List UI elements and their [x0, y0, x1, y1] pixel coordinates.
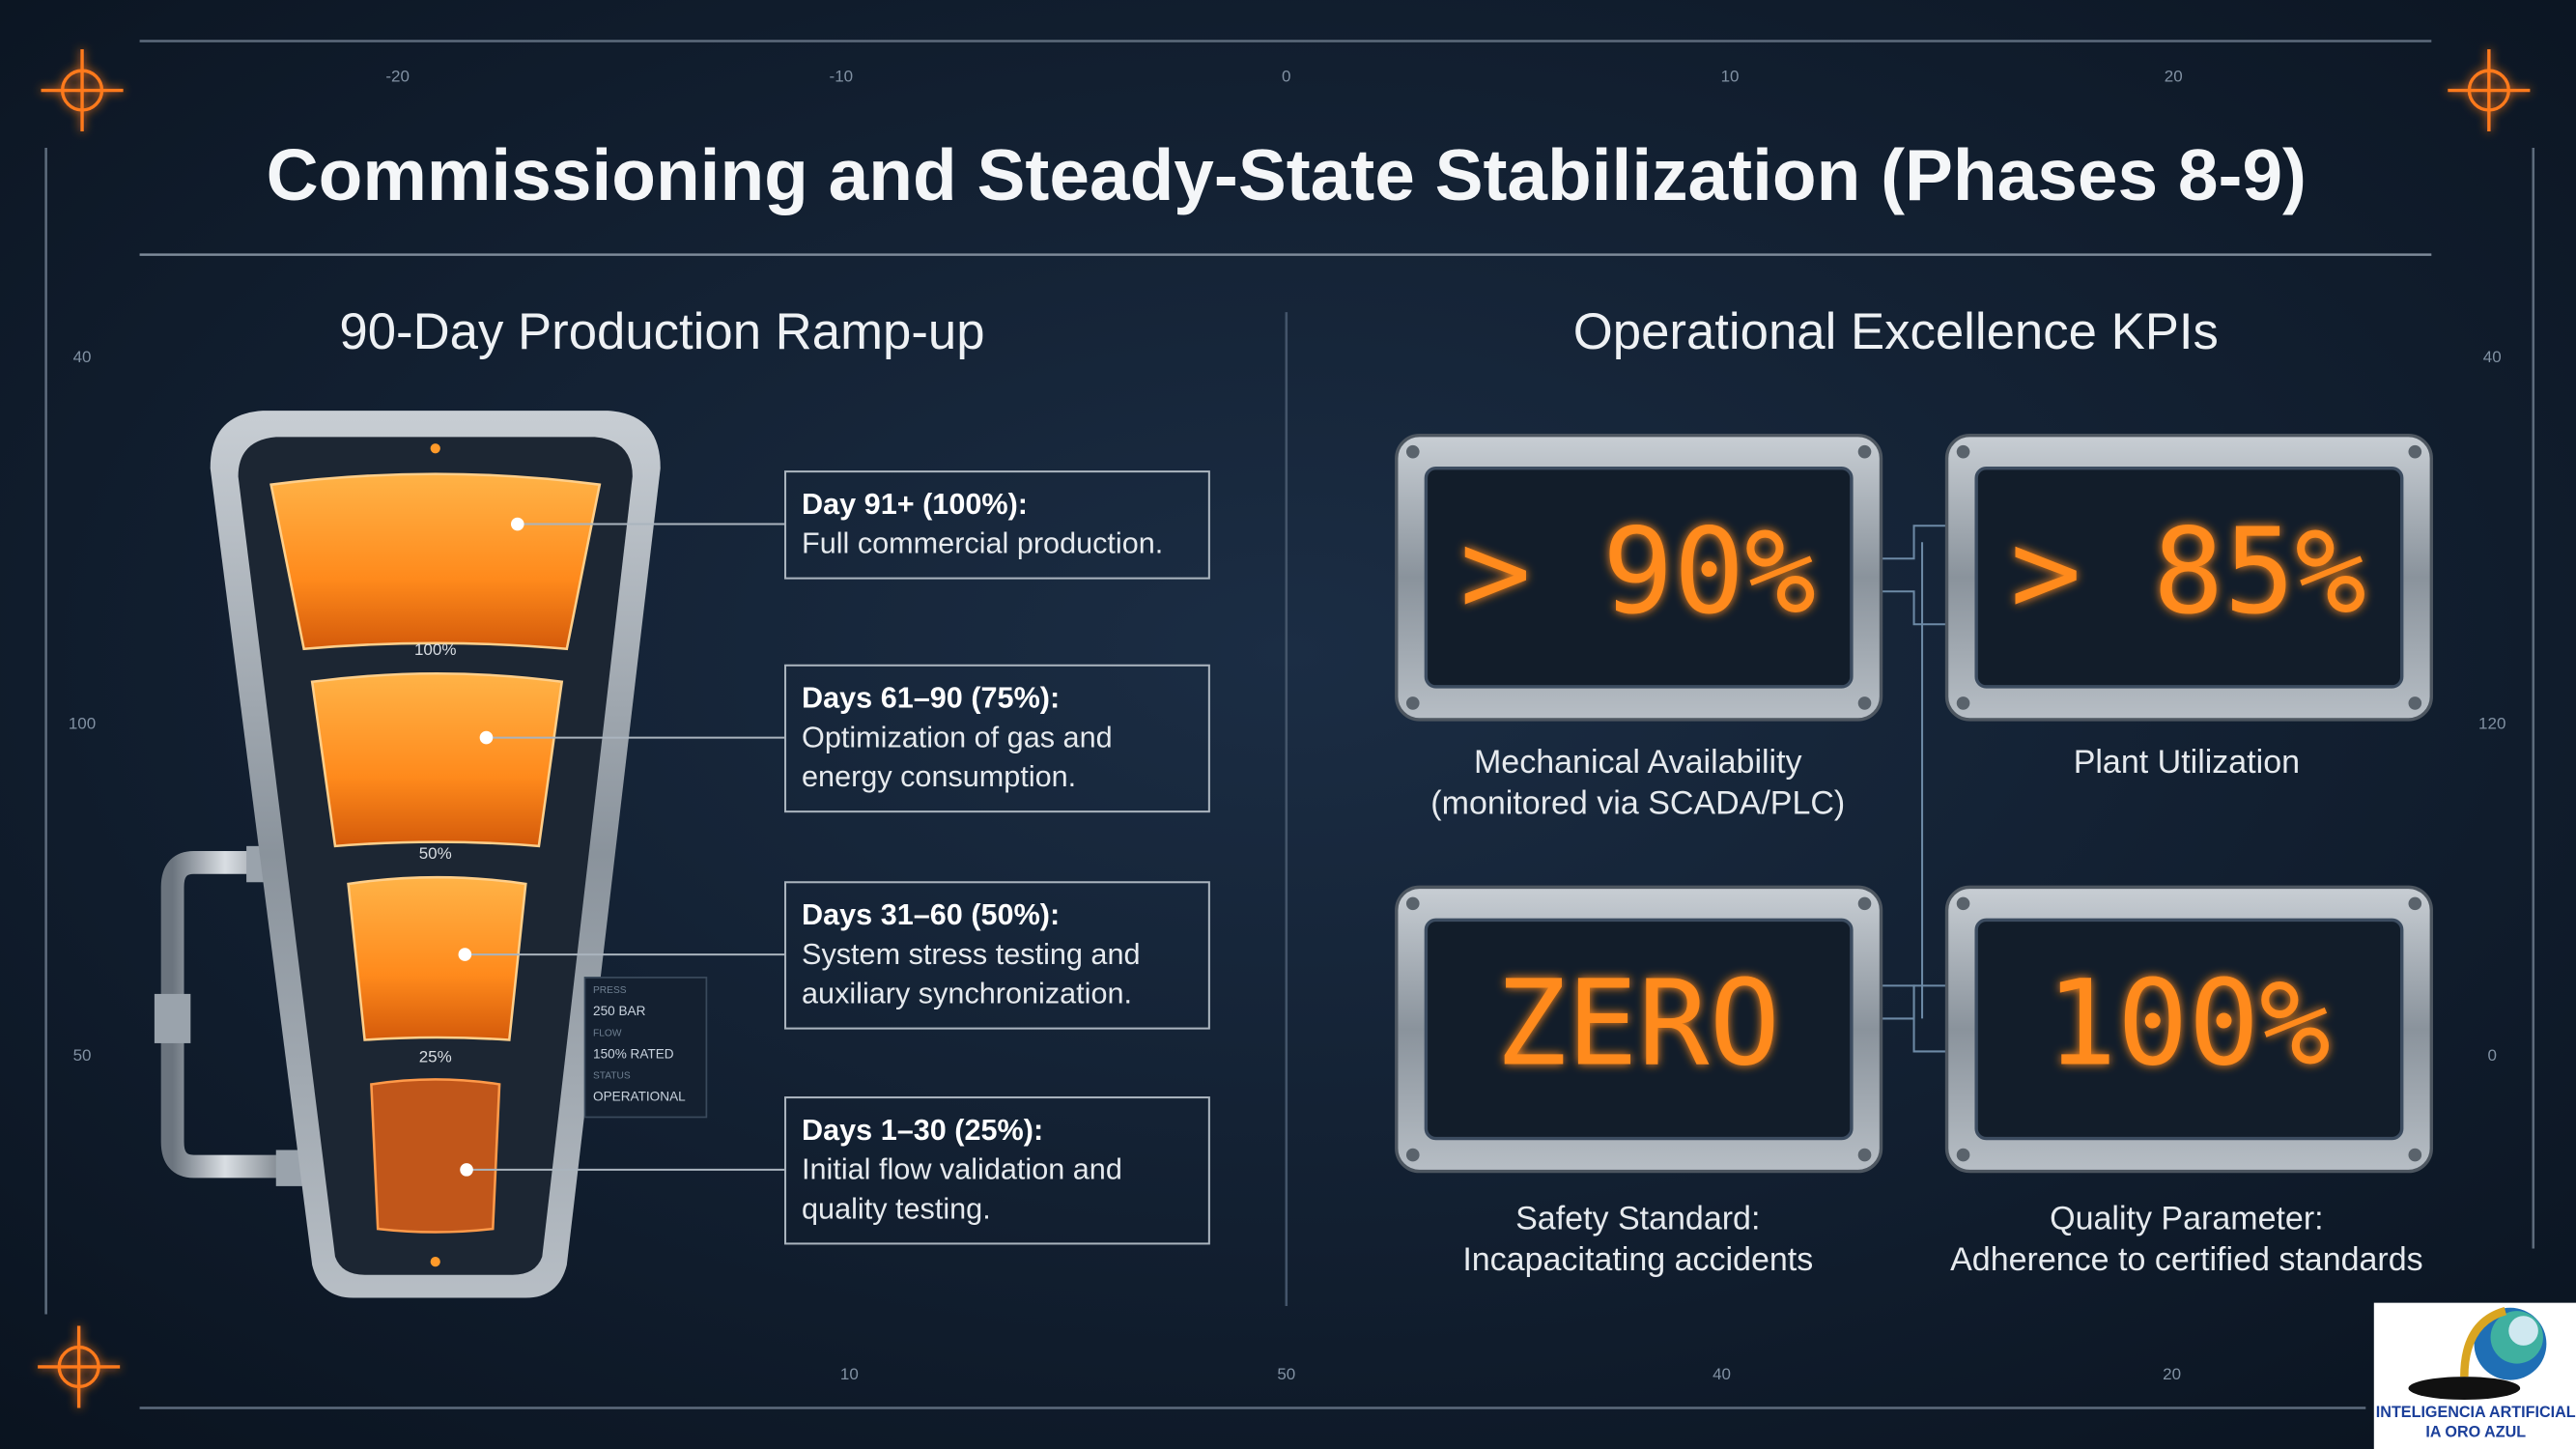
phase-heading: Day 91+ (100%): [802, 488, 1028, 521]
ruler-label: 50 [1277, 1365, 1295, 1383]
logo-mark [2408, 1307, 2547, 1400]
phase-text: Optimization of gas and [802, 721, 1113, 753]
screw [1956, 1148, 1970, 1162]
kpi-caption: Quality Parameter: [2050, 1201, 2323, 1237]
readout-text: FLOW [593, 1028, 622, 1038]
kpi-screen [1424, 466, 1854, 689]
phase-heading: Days 61–90 (75%): [802, 682, 1060, 715]
ruler-label: 10 [1721, 67, 1740, 85]
screw [1956, 444, 1970, 459]
connector [1881, 525, 1947, 560]
readout-text: OPERATIONAL [593, 1090, 686, 1104]
phase-dot [510, 517, 524, 531]
kpi-caption: (monitored via SCADA/PLC) [1430, 784, 1845, 821]
gauge-label: 50% [419, 844, 452, 863]
phase-heading: Days 31–60 (50%): [802, 898, 1060, 931]
phase-dot [460, 1163, 473, 1177]
phase-dot [458, 948, 472, 961]
phase-text: energy consumption. [802, 760, 1076, 793]
screw [2408, 696, 2422, 710]
screw [2408, 896, 2422, 911]
screw [1857, 696, 1872, 710]
ruler-label: 20 [2163, 1365, 2181, 1383]
page-title: Commissioning and Steady-State Stabiliza… [267, 134, 2307, 215]
ruler-label: 20 [2165, 67, 2183, 85]
logo-text: IA ORO AZUL [2425, 1423, 2526, 1440]
screw [2408, 444, 2422, 459]
phase-text: Initial flow validation and [802, 1153, 1122, 1186]
ruler-label: 10 [840, 1365, 859, 1383]
kpi-screen [1974, 918, 2404, 1141]
ruler-label: 100 [69, 714, 96, 732]
section-title: Operational Excellence KPIs [1573, 303, 2219, 360]
readout-text: 250 BAR [593, 1004, 646, 1018]
phase-box [784, 470, 1210, 580]
kpi-display: > 85% [2010, 502, 2366, 640]
kpi-caption: Adherence to certified standards [1950, 1241, 2423, 1278]
readout-panel [583, 977, 708, 1119]
ruler-lines [44, 40, 2535, 1409]
ruler-label: 0 [1282, 67, 1290, 85]
ruler-label: 120 [2478, 714, 2505, 732]
phase-box [784, 881, 1210, 1030]
kpi-caption: Mechanical Availability [1474, 744, 1802, 781]
ruler-label: 40 [1713, 1365, 1731, 1383]
phase-text: System stress testing and [802, 938, 1140, 971]
phase-box [784, 1096, 1210, 1245]
ruler-label: 50 [73, 1046, 92, 1065]
readout-text: 150% RATED [593, 1046, 674, 1061]
kpi-display: > 90% [1459, 502, 1816, 640]
phase-text: auxiliary synchronization. [802, 978, 1132, 1010]
phase-heading: Days 1–30 (25%): [802, 1114, 1043, 1147]
kpi-display: 100% [2046, 954, 2331, 1093]
kpi-caption: Plant Utilization [2074, 744, 2300, 781]
screw [1405, 896, 1420, 911]
phase-dot [479, 730, 494, 745]
gauge-label: 25% [419, 1048, 452, 1066]
screw [1405, 696, 1420, 710]
screw [1405, 1148, 1420, 1162]
ruler-label: 40 [2483, 348, 2502, 366]
ruler-label: -20 [385, 67, 410, 85]
ruler-label: 40 [73, 348, 92, 366]
phase-text: quality testing. [802, 1192, 991, 1225]
gauge [210, 411, 661, 1298]
kpi-display: ZERO [1495, 954, 1780, 1093]
connector [1881, 590, 1947, 626]
ruler-label: -10 [830, 67, 854, 85]
readout-text: STATUS [593, 1071, 631, 1082]
screw [1857, 896, 1872, 911]
ruler-label: 0 [2488, 1046, 2497, 1065]
crosshairs [38, 49, 2531, 1408]
connector [1881, 984, 1947, 1020]
screw [1857, 444, 1872, 459]
phase-text: Full commercial production. [802, 527, 1163, 560]
screw [1956, 896, 1970, 911]
kpi-screen [1974, 466, 2404, 689]
kpi-screen [1424, 918, 1854, 1141]
screw [1405, 444, 1420, 459]
logo-text: INTELIGENCIA ARTIFICIAL [2376, 1404, 2576, 1421]
gauge-label: 100% [414, 640, 456, 659]
phase-box [784, 664, 1210, 813]
kpi-caption: Safety Standard: [1515, 1201, 1760, 1237]
screw [1857, 1148, 1872, 1162]
section-title: 90-Day Production Ramp-up [339, 303, 984, 360]
readout-text: PRESS [593, 985, 627, 996]
screw [2408, 1148, 2422, 1162]
screw [1956, 696, 1970, 710]
kpi-caption: Incapacitating accidents [1462, 1241, 1813, 1278]
